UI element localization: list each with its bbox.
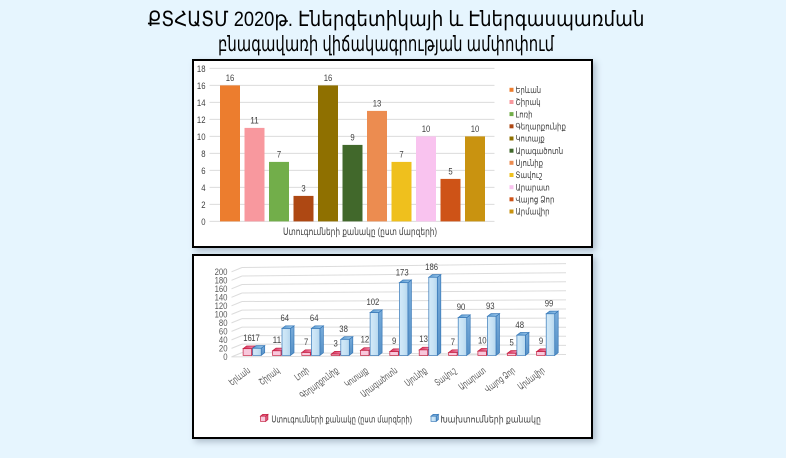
- svg-text:173: 173: [396, 267, 409, 277]
- svg-text:Արարատ: Արարատ: [516, 182, 550, 192]
- svg-text:Վայոց Ձոր: Վայոց Ձոր: [483, 365, 518, 395]
- svg-text:18: 18: [197, 64, 206, 74]
- svg-text:5: 5: [448, 166, 452, 176]
- svg-text:11: 11: [250, 115, 259, 125]
- svg-text:140: 140: [215, 292, 228, 302]
- svg-text:7: 7: [399, 149, 403, 159]
- svg-text:Խախտումների քանակը: Խախտումների քանակը: [441, 415, 541, 426]
- svg-text:17: 17: [251, 333, 260, 343]
- svg-text:7: 7: [451, 337, 455, 347]
- svg-text:40: 40: [219, 335, 228, 345]
- svg-text:8: 8: [201, 149, 205, 159]
- svg-text:12: 12: [197, 115, 206, 125]
- svg-text:Ստուգումների քանակը (ըստ մարզե: Ստուգումների քանակը (ըստ մարզերի): [271, 415, 412, 426]
- svg-text:Լոռի: Լոռի: [293, 365, 312, 383]
- svg-text:14: 14: [197, 98, 206, 108]
- svg-text:16: 16: [243, 333, 252, 343]
- svg-text:80: 80: [219, 318, 228, 328]
- svg-text:Արմավիր: Արմավիր: [516, 365, 547, 392]
- svg-text:Արմավիր: Արմավիր: [516, 207, 550, 217]
- svg-text:3: 3: [333, 338, 337, 348]
- svg-text:0: 0: [201, 217, 205, 227]
- svg-text:Գեղարքունիք: Գեղարքունիք: [516, 122, 567, 132]
- svg-text:16: 16: [324, 73, 333, 83]
- svg-text:6: 6: [201, 166, 205, 176]
- svg-text:5: 5: [510, 338, 514, 348]
- svg-text:Տավուշ: Տավուշ: [433, 365, 459, 389]
- svg-text:7: 7: [304, 337, 308, 347]
- svg-text:3: 3: [301, 183, 305, 193]
- svg-text:64: 64: [281, 313, 290, 323]
- svg-text:11: 11: [273, 335, 282, 345]
- svg-text:Ստուգումների քանակը (ըստ մարզե: Ստուգումների քանակը (ըստ մարզերի): [283, 227, 437, 238]
- svg-text:Սյունիք: Սյունիք: [403, 365, 430, 389]
- svg-text:Շիրակ: Շիրակ: [257, 365, 282, 388]
- svg-text:102: 102: [366, 297, 379, 307]
- svg-text:Երևան: Երևան: [516, 85, 542, 95]
- svg-text:Կոտայք: Կոտայք: [516, 134, 545, 144]
- svg-text:180: 180: [215, 275, 228, 285]
- svg-text:38: 38: [339, 324, 348, 334]
- svg-text:Երևան: Երևան: [227, 365, 253, 388]
- svg-text:160: 160: [215, 284, 228, 294]
- svg-text:10: 10: [422, 124, 431, 134]
- svg-text:Լոռի: Լոռի: [516, 109, 533, 119]
- svg-text:186: 186: [425, 262, 438, 272]
- svg-text:64: 64: [310, 313, 319, 323]
- svg-text:60: 60: [219, 326, 228, 336]
- svg-text:12: 12: [361, 335, 370, 345]
- svg-text:93: 93: [486, 301, 495, 311]
- svg-text:Արագածոտն: Արագածոտն: [516, 146, 564, 156]
- svg-text:200: 200: [215, 267, 228, 277]
- svg-text:100: 100: [215, 309, 228, 319]
- svg-text:0: 0: [223, 352, 227, 362]
- svg-text:90: 90: [457, 302, 466, 312]
- svg-text:10: 10: [471, 124, 480, 134]
- svg-text:Տավուշ: Տավուշ: [516, 170, 543, 180]
- svg-text:9: 9: [350, 132, 354, 142]
- svg-text:20: 20: [219, 343, 228, 353]
- svg-text:10: 10: [197, 132, 206, 142]
- svg-text:2: 2: [201, 200, 205, 210]
- svg-text:16: 16: [197, 81, 206, 91]
- svg-text:ՔՏՀԱՏՄ 2020թ. Էներգետիկայի և Է: ՔՏՀԱՏՄ 2020թ. Էներգետիկայի և Էներգասպառմ…: [148, 8, 645, 31]
- svg-text:13: 13: [419, 334, 428, 344]
- svg-text:Սյունիք: Սյունիք: [516, 158, 544, 168]
- svg-text:16: 16: [226, 73, 235, 83]
- svg-text:7: 7: [277, 149, 281, 159]
- svg-text:9: 9: [392, 336, 396, 346]
- svg-text:10: 10: [478, 336, 487, 346]
- svg-text:Շիրակ: Շիրակ: [516, 97, 541, 107]
- svg-text:99: 99: [545, 298, 554, 308]
- svg-text:13: 13: [373, 98, 382, 108]
- svg-text:բնագավառի վիճակագրության ամփոփ: բնագավառի վիճակագրության ամփոփում: [218, 33, 554, 56]
- svg-text:48: 48: [515, 320, 524, 330]
- svg-text:4: 4: [201, 183, 205, 193]
- svg-text:Վայոց Ձոր: Վայոց Ձոր: [516, 195, 555, 205]
- svg-text:120: 120: [215, 301, 228, 311]
- svg-text:9: 9: [539, 336, 543, 346]
